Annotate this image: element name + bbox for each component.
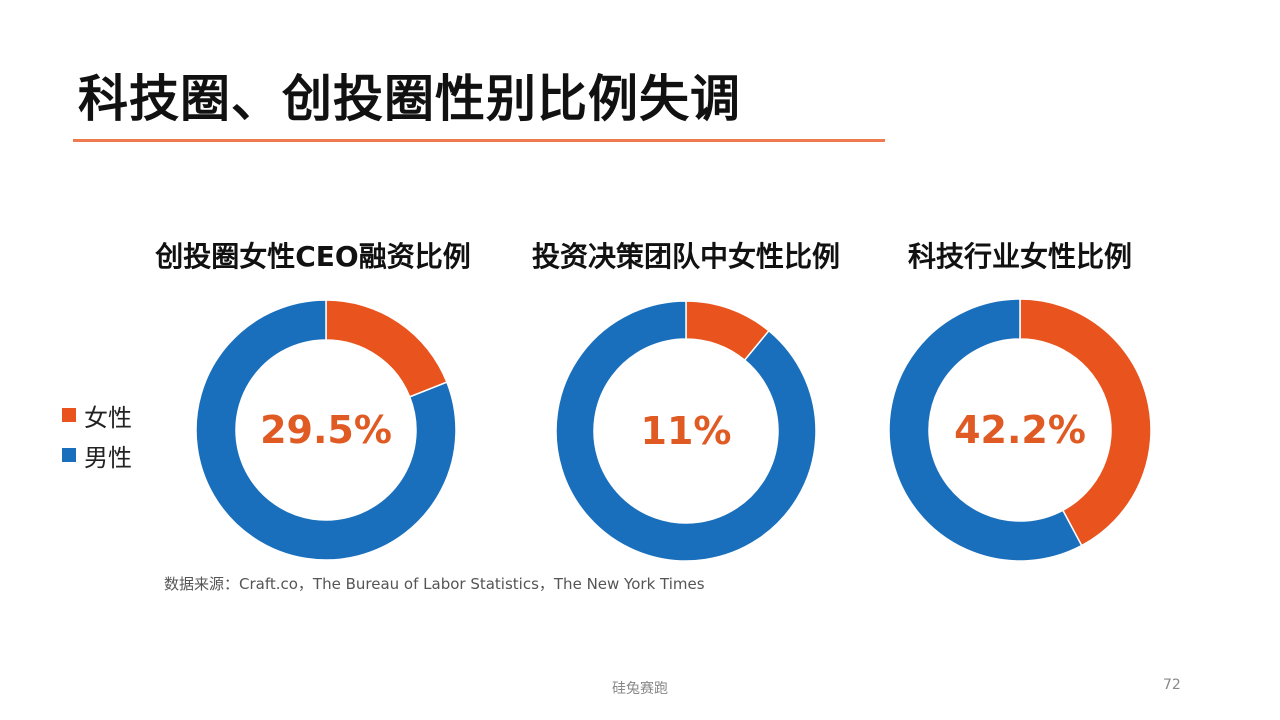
data-source-note: 数据来源：Craft.co，The Bureau of Labor Statis…	[164, 575, 705, 593]
legend-item-female: 女性	[62, 395, 132, 435]
title-underline	[73, 139, 885, 142]
donut-slice-tech-industry-female	[1019, 298, 1152, 547]
legend-swatch-female	[62, 408, 76, 422]
chart-title-ceo-funding: 创投圈女性CEO融资比例	[155, 240, 471, 273]
slide-title: 科技圈、创投圈性别比例失调	[78, 70, 741, 128]
legend: 女性 男性	[62, 395, 132, 475]
legend-label-female: 女性	[84, 403, 132, 432]
donut-center-label-tech-industry: 42.2%	[954, 408, 1086, 452]
chart-title-tech-industry: 科技行业女性比例	[907, 240, 1132, 273]
donut-slice-tech-industry-male	[888, 298, 1083, 562]
chart-title-investment-team: 投资决策团队中女性比例	[531, 240, 840, 273]
legend-item-male: 男性	[62, 435, 132, 475]
donut-slice-investment-team-male	[555, 300, 817, 562]
donut-slice-ceo-funding-male	[195, 299, 457, 561]
legend-swatch-male	[62, 448, 76, 462]
donut-slice-ceo-funding-female	[325, 299, 448, 398]
page-number: 72	[1163, 677, 1181, 693]
footer-brand: 硅兔赛跑	[612, 681, 668, 697]
donut-center-label-ceo-funding: 29.5%	[260, 408, 392, 452]
donut-center-label-investment-team: 11%	[641, 409, 732, 453]
legend-label-male: 男性	[84, 443, 132, 472]
